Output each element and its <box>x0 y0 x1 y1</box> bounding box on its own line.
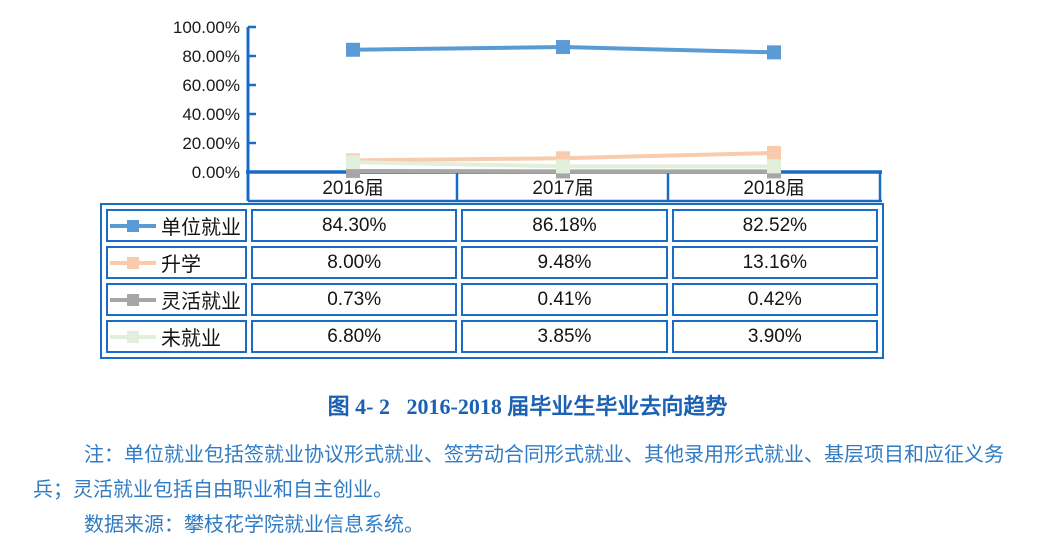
svg-text:2016届: 2016届 <box>322 178 383 199</box>
table-row: 单位就业 84.30% 86.18% 82.52% <box>106 209 878 242</box>
svg-text:60.00%: 60.00% <box>182 76 240 95</box>
series-label: 升学 <box>161 254 201 276</box>
figure-caption: 图 4- 2 2016-2018 届毕业生毕业去向趋势 <box>327 394 728 419</box>
svg-text:100.00%: 100.00% <box>173 18 240 37</box>
series-line-marker-icon <box>108 256 158 270</box>
value-cell: 3.85% <box>461 320 668 353</box>
value-cell: 86.18% <box>461 209 668 242</box>
value-cell: 82.52% <box>671 209 878 242</box>
series-label: 单位就业 <box>161 217 241 239</box>
svg-text:20.00%: 20.00% <box>182 134 240 153</box>
legend-cell: 升学 <box>106 246 247 279</box>
chart-data-table: 单位就业 84.30% 86.18% 82.52% 升学 8.00% <box>100 203 884 359</box>
value-cell: 9.48% <box>461 246 668 279</box>
series-line-marker-icon <box>108 293 158 307</box>
legend-cell: 灵活就业 <box>106 283 247 316</box>
value-cell: 13.16% <box>671 246 878 279</box>
figure-notes: 注：单位就业包括签就业协议形式就业、签劳动合同形式就业、其他录用形式就业、基层项… <box>33 438 1047 543</box>
legend-cell: 未就业 <box>106 320 247 353</box>
legend-cell: 单位就业 <box>106 209 247 242</box>
data-table: 单位就业 84.30% 86.18% 82.52% 升学 8.00% <box>102 205 882 357</box>
table-row: 灵活就业 0.73% 0.41% 0.42% <box>106 283 878 316</box>
series-line-marker-icon <box>108 219 158 233</box>
value-cell: 0.42% <box>671 283 878 316</box>
svg-text:0.00%: 0.00% <box>192 163 240 182</box>
value-cell: 8.00% <box>251 246 458 279</box>
value-cell: 0.41% <box>461 283 668 316</box>
table-row: 未就业 6.80% 3.85% 3.90% <box>106 320 878 353</box>
note-line: 注：单位就业包括签就业协议形式就业、签劳动合同形式就业、其他录用形式就业、基层项… <box>84 444 1004 466</box>
svg-text:80.00%: 80.00% <box>182 47 240 66</box>
svg-text:40.00%: 40.00% <box>182 105 240 124</box>
svg-text:2017届: 2017届 <box>532 178 593 199</box>
series-label: 灵活就业 <box>161 291 241 313</box>
note-line: 兵；灵活就业包括自由职业和自主创业。 <box>33 479 393 501</box>
value-cell: 6.80% <box>251 320 458 353</box>
series-label: 未就业 <box>161 328 221 350</box>
table-row: 升学 8.00% 9.48% 13.16% <box>106 246 878 279</box>
series-line-marker-icon <box>108 330 158 344</box>
trend-line-chart: 0.00% 20.00% 40.00% 60.00% 80.00% 100.00% 2016… <box>173 18 882 203</box>
value-cell: 0.73% <box>251 283 458 316</box>
svg-text:2018届: 2018届 <box>743 178 804 199</box>
note-line: 数据来源：攀枝花学院就业信息系统。 <box>84 514 424 536</box>
value-cell: 3.90% <box>671 320 878 353</box>
value-cell: 84.30% <box>251 209 458 242</box>
